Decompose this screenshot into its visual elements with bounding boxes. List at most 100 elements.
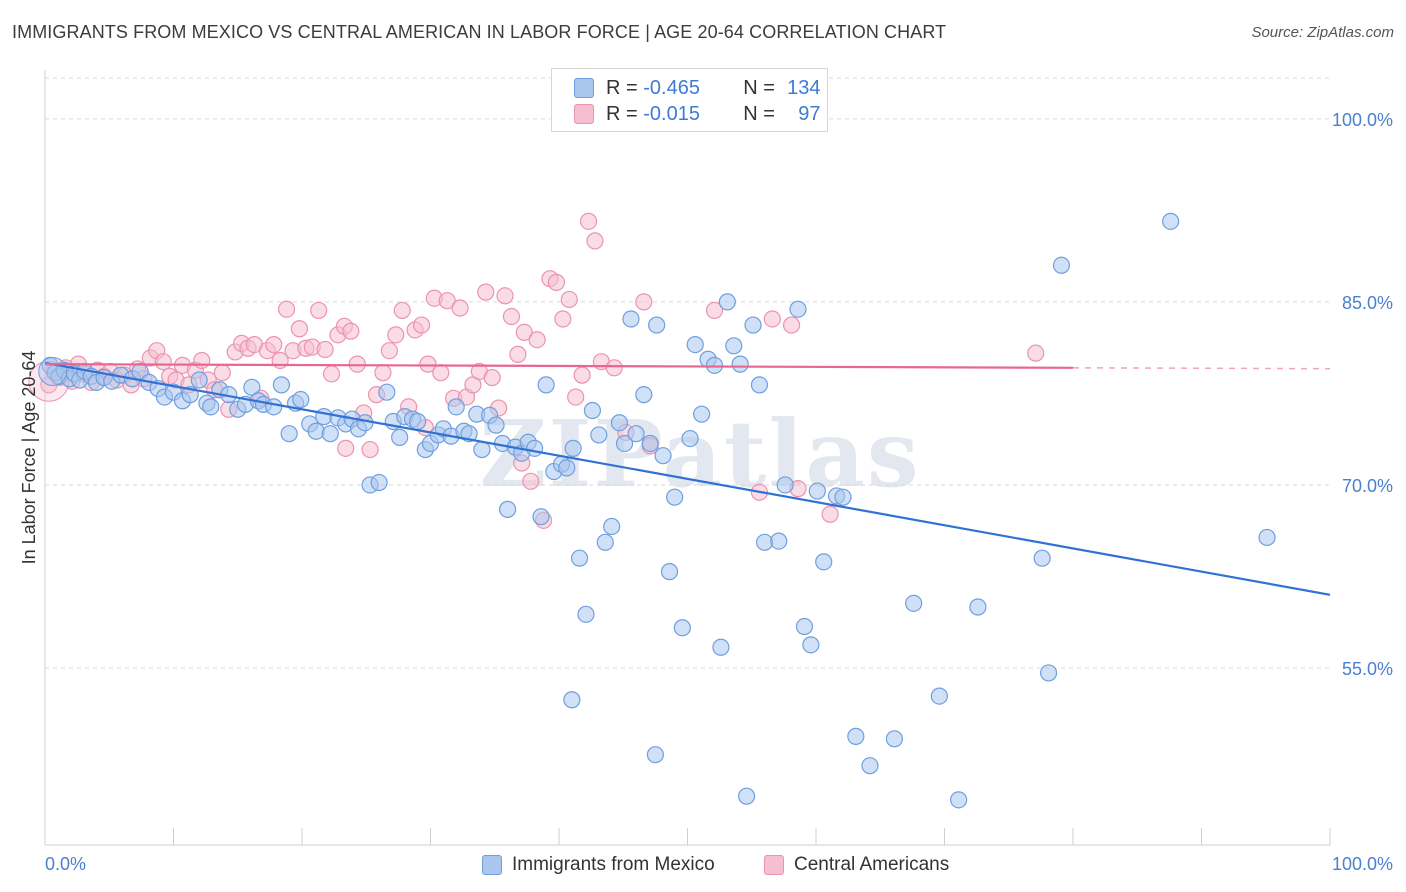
mexico-point-78: [577, 605, 595, 623]
mexico-point-58: [447, 398, 465, 416]
central-americans-point-37: [277, 300, 296, 318]
mexico-point-38: [315, 408, 333, 426]
mexico-point-91: [660, 563, 679, 581]
pink-r-label: R =: [606, 102, 638, 125]
mexico-point-92: [666, 488, 684, 506]
mexico-point-49: [391, 428, 409, 446]
central-americans-point-69: [483, 368, 501, 387]
mexico-point-39: [321, 425, 339, 443]
central-americans-point-96: [1027, 344, 1045, 362]
blue-n-value: 134: [787, 76, 821, 99]
mexico-point-35: [292, 390, 310, 409]
pink-n-value: 97: [798, 102, 821, 125]
mexico-point-85: [622, 310, 640, 328]
pink-r-value: -0.015: [643, 102, 700, 125]
central-americans-point-64: [451, 299, 469, 317]
mexico-point-76: [564, 439, 582, 457]
central-americans-point-93: [782, 316, 801, 334]
central-americans-trend-line: [44, 363, 1074, 369]
mexico-point-119: [905, 594, 923, 612]
mexico-points: [38, 212, 1276, 809]
mexico-point-88: [641, 434, 659, 453]
mexico-point-98: [705, 356, 724, 374]
central-americans-point-87: [605, 359, 623, 377]
central-americans-point-68: [477, 283, 495, 301]
stats-row-pink: R = -0.015 N = 97: [574, 101, 821, 127]
central-americans-point-75: [522, 472, 540, 490]
mexico-point-46: [370, 473, 388, 492]
central-americans-point-61: [432, 364, 450, 382]
mexico-point-47: [378, 383, 396, 401]
mexico-point-111: [802, 636, 820, 654]
mexico-point-122: [969, 598, 987, 616]
legend-item-mexico[interactable]: Immigrants from Mexico: [482, 852, 715, 878]
central-americans-point-55: [393, 301, 411, 320]
legend-label-central-americans: Central Americans: [794, 854, 950, 875]
mexico-trend-line: [44, 361, 1331, 596]
mexico-point-120: [930, 687, 948, 705]
y-tick-label-0: 100.0%: [1332, 110, 1393, 130]
mexico-point-112: [808, 482, 826, 500]
blue-n-label: N =: [743, 76, 775, 99]
blue-r-label: R =: [606, 76, 638, 99]
mexico-point-77: [570, 549, 589, 567]
axes: [44, 70, 1331, 846]
mexico-point-100: [718, 293, 736, 311]
blue-r-value: -0.465: [643, 76, 700, 99]
central-americans-point-47: [342, 322, 360, 340]
mexico-point-125: [1052, 256, 1071, 274]
central-americans-point-95: [821, 505, 839, 523]
mexico-point-103: [738, 787, 756, 805]
mexico-point-23: [202, 398, 220, 416]
mexico-point-129: [563, 691, 581, 709]
source-label: Source: ZipAtlas.com: [1251, 24, 1394, 41]
chart-title: IMMIGRANTS FROM MEXICO VS CENTRAL AMERIC…: [12, 22, 947, 42]
mexico-cluster-point: [38, 356, 68, 386]
central-americans-point-73: [509, 345, 527, 363]
mexico-point-81: [596, 533, 614, 551]
mexico-point-96: [693, 405, 711, 423]
central-americans-point-90: [705, 301, 724, 320]
mexico-point-101: [725, 337, 743, 355]
mexico-point-64: [487, 416, 505, 434]
central-americans-point-58: [412, 316, 431, 334]
mexico-point-87: [635, 386, 653, 404]
mexico-point-115: [834, 488, 852, 506]
central-americans-point-81: [560, 290, 578, 309]
central-americans-point-24: [193, 351, 211, 370]
mexico-point-66: [499, 500, 517, 518]
central-americans-point-44: [322, 365, 341, 383]
axis-labels: 100.0% 85.0% 70.0% 55.0% 0.0% 100.0% In Labor …: [19, 110, 1393, 874]
mexico-point-70: [525, 439, 544, 457]
central-americans-point-52: [374, 364, 392, 382]
central-americans-point-53: [380, 342, 398, 360]
pink-n-label: N =: [743, 102, 775, 125]
y-tick-label-2: 70.0%: [1342, 476, 1393, 496]
mexico-point-113: [815, 553, 833, 571]
trend-lines: [44, 361, 1331, 596]
central-americans-point-35: [265, 336, 283, 354]
central-americans-point-50: [361, 440, 379, 459]
mexico-point-86: [627, 425, 645, 443]
blue-swatch-icon: [574, 78, 594, 98]
y-tick-label-1: 85.0%: [1342, 293, 1393, 313]
mexico-point-62: [473, 440, 491, 459]
central-americans-point-85: [586, 232, 604, 250]
mexico-point-118: [885, 730, 903, 748]
mexico-point-108: [776, 476, 794, 494]
central-americans-point-71: [496, 287, 514, 305]
central-americans-point-62: [438, 292, 456, 310]
central-americans-point-80: [554, 310, 572, 328]
legend-item-central-americans[interactable]: Central Americans: [764, 852, 949, 878]
mexico-point-21: [190, 371, 208, 389]
mexico-point-99: [712, 638, 730, 656]
central-americans-point-54: [387, 326, 405, 344]
x-tick-label-0: 0.0%: [45, 854, 86, 874]
stats-row-blue: R = -0.465 N = 134: [574, 75, 821, 101]
grid-lines: [45, 77, 1330, 669]
central-americans-point-39: [290, 320, 309, 338]
mexico-point-71: [532, 508, 550, 526]
central-americans-point-83: [573, 366, 591, 384]
mexico-point-83: [610, 414, 628, 432]
mexico-point-95: [686, 336, 704, 354]
